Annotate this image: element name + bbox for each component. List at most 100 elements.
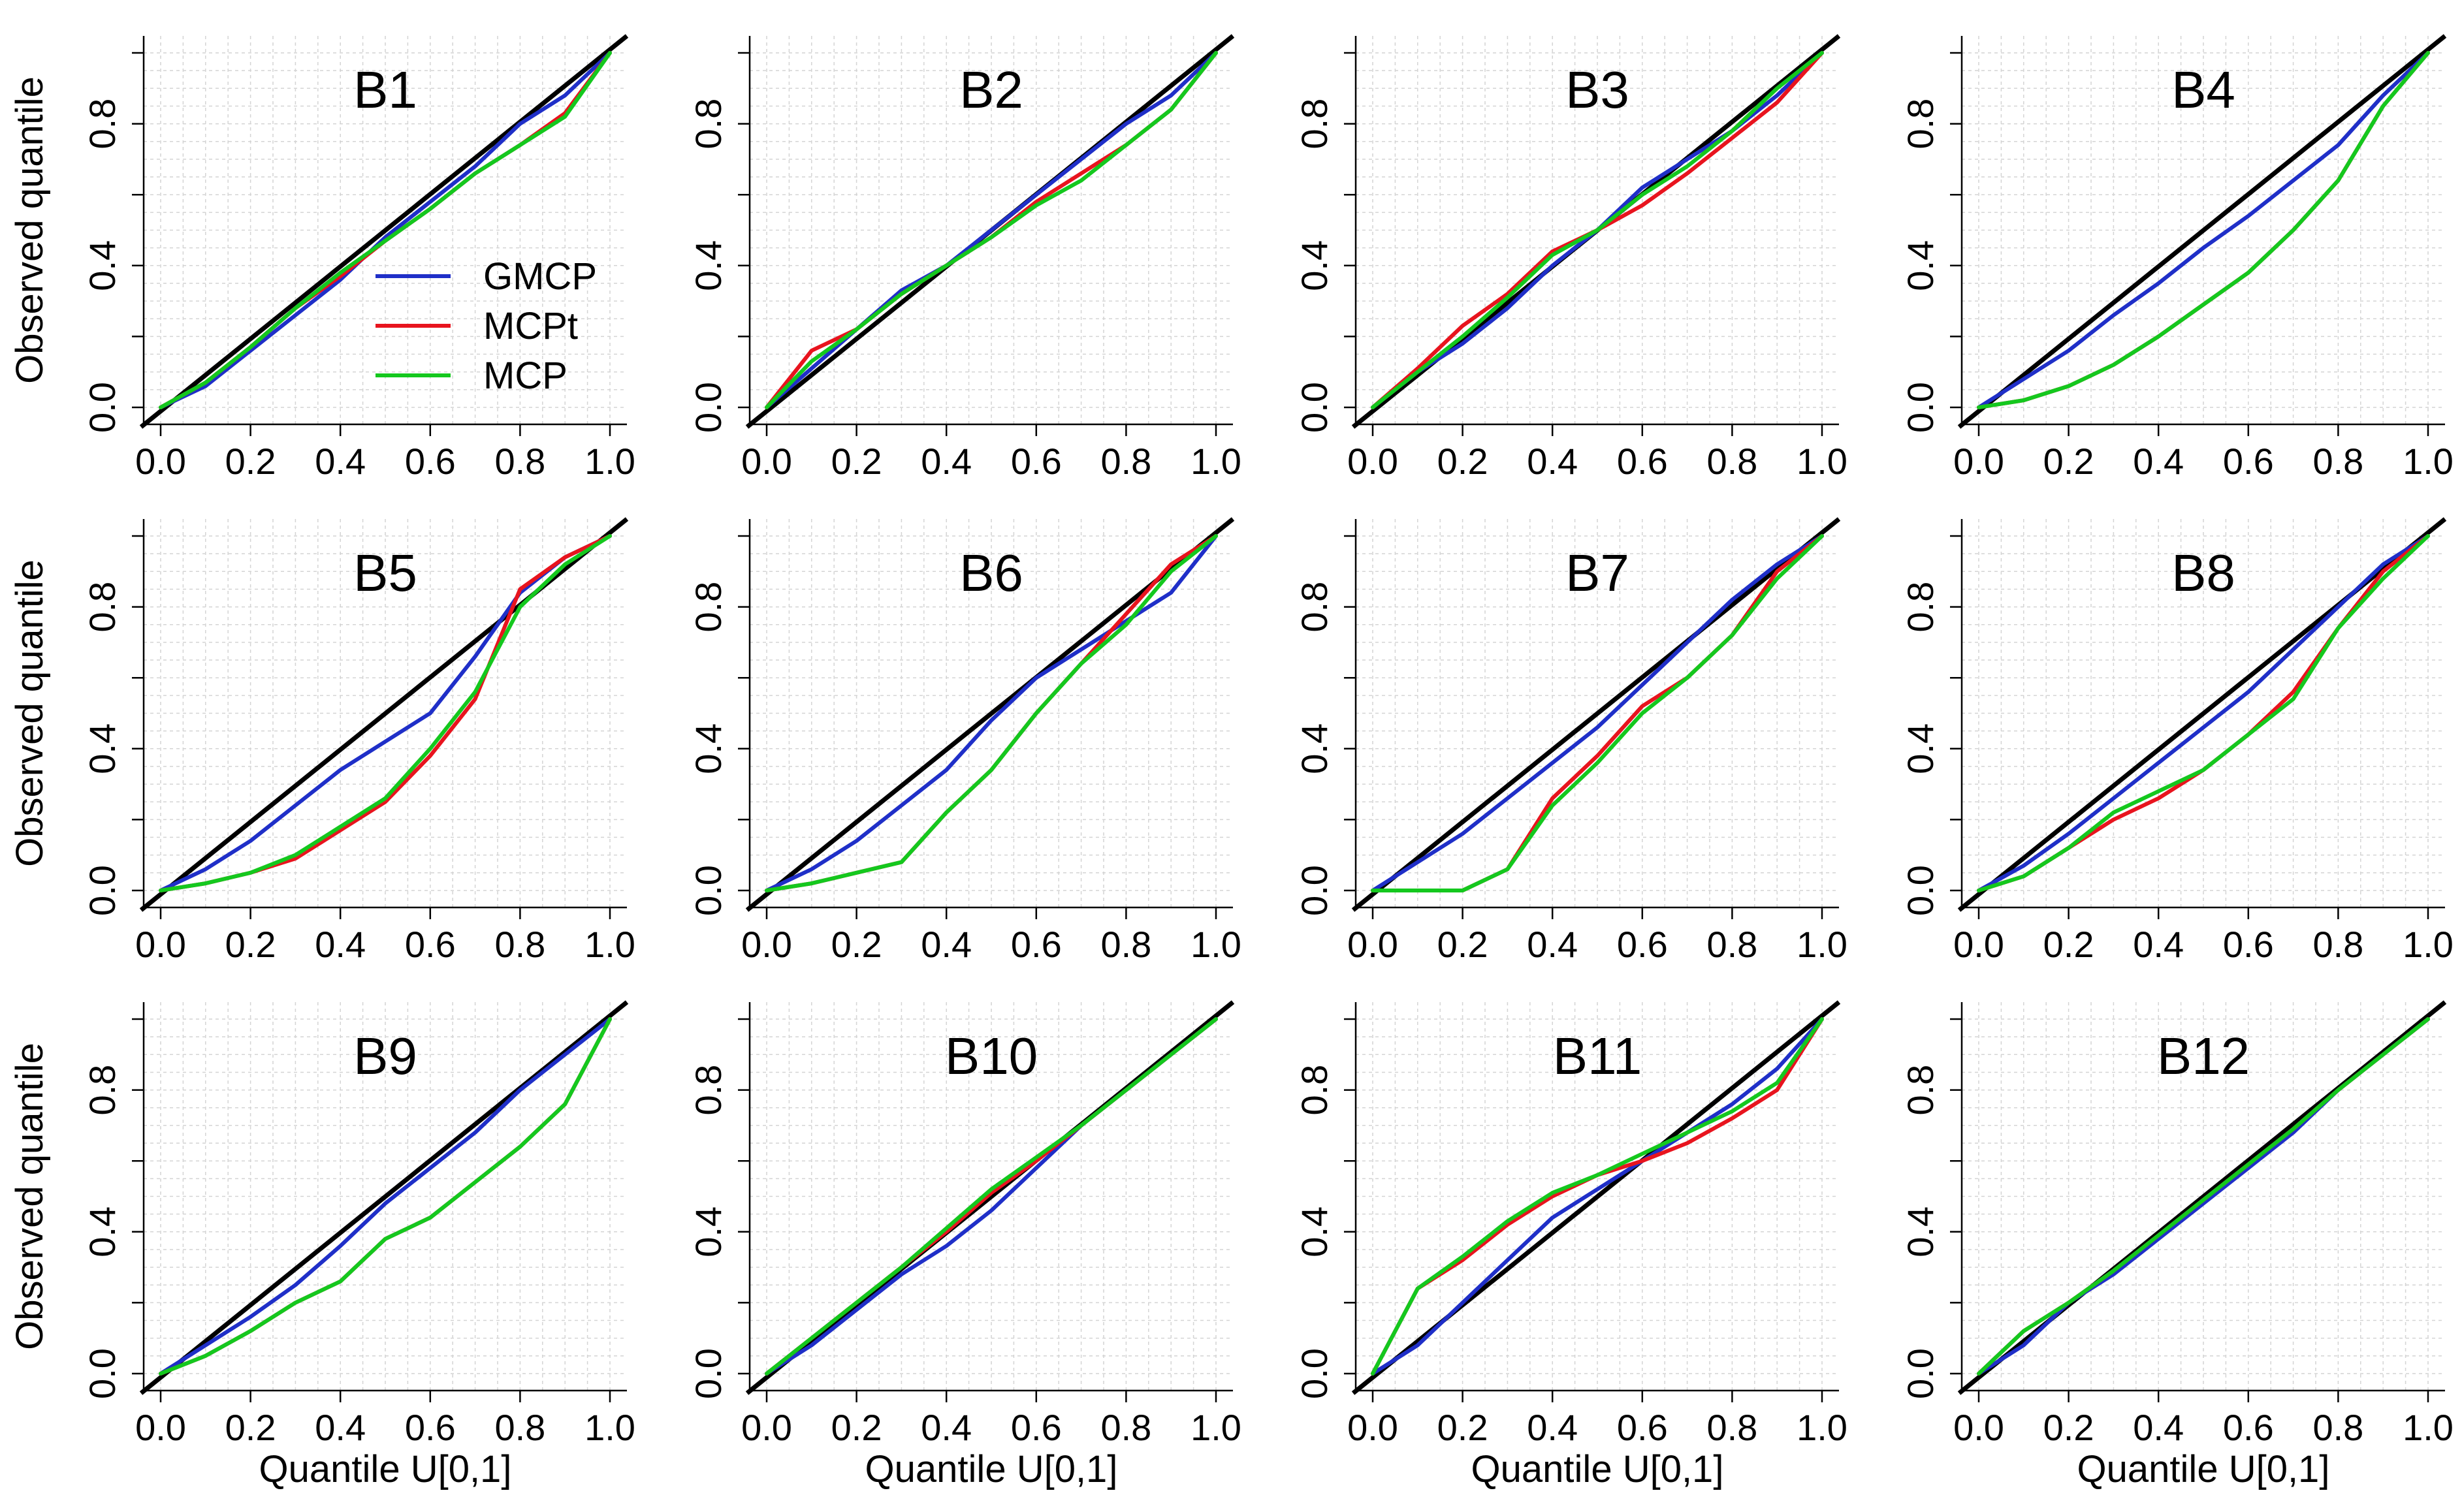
- series-line-mcp: [765, 534, 1218, 892]
- panel-title: B11: [1553, 1027, 1642, 1085]
- y-tick-label: 0.8: [688, 1065, 729, 1116]
- series-line-mcp: [1371, 1017, 1824, 1376]
- x-tick-label: 0.0: [1953, 441, 2004, 482]
- panel-title: B9: [353, 1027, 417, 1085]
- panel-b12: 0.0 0.2 0.4 0.6 0.8 1.0 0.0 0.4 0.8 B12 Quantile U…: [1900, 1000, 2454, 1490]
- y-tick-label: 0.4: [1900, 1206, 1941, 1257]
- panel-b10: 0.0 0.2 0.4 0.6 0.8 1.0 0.0 0.4 0.8 B10 Quantile U…: [688, 1000, 1241, 1490]
- y-tick-label: 0.0: [1294, 1348, 1335, 1399]
- x-tick-label: 1.0: [1797, 441, 1847, 482]
- panel-title: B10: [945, 1027, 1038, 1085]
- y-tick-label: 0.8: [82, 1065, 123, 1116]
- y-axis-title: Observed quantile: [8, 1043, 51, 1350]
- y-tick-label: 0.8: [688, 99, 729, 150]
- panel-title: B8: [2171, 544, 2235, 602]
- x-tick-label: 0.0: [1347, 441, 1398, 482]
- x-tick-label: 1.0: [2403, 441, 2454, 482]
- x-tick-label: 0.6: [405, 924, 456, 965]
- panel-b1: 0.0 0.2 0.4 0.6 0.8 1.0 0.0 0.4 0.8 B1 Observed qu…: [8, 34, 635, 482]
- series-line-gmcp: [159, 1017, 612, 1376]
- x-axis-title: Quantile U[0,1]: [2077, 1448, 2330, 1490]
- y-tick-label: 0.4: [688, 723, 729, 774]
- panel-b9: 0.0 0.2 0.4 0.6 0.8 1.0 0.0 0.4 0.8 B9 Observed qu…: [8, 1000, 635, 1490]
- x-tick-label: 0.2: [1437, 441, 1488, 482]
- x-tick-label: 0.6: [2223, 441, 2274, 482]
- x-tick-label: 0.2: [2043, 1407, 2094, 1448]
- reference-line: [1957, 34, 2447, 429]
- panel-b11: 0.0 0.2 0.4 0.6 0.8 1.0 0.0 0.4 0.8 B11 Quantile U…: [1294, 1000, 1847, 1490]
- y-tick-label: 0.4: [688, 1206, 729, 1257]
- x-tick-label: 0.6: [405, 1407, 456, 1448]
- x-tick-label: 0.4: [2133, 1407, 2184, 1448]
- x-tick-label: 0.0: [1953, 1407, 2004, 1448]
- series-line-mcp: [765, 1017, 1218, 1376]
- panel-title: B1: [353, 61, 417, 119]
- panel-b5: 0.0 0.2 0.4 0.6 0.8 1.0 0.0 0.4 0.8 B5 Observed qu…: [8, 517, 635, 965]
- x-tick-label: 1.0: [584, 441, 635, 482]
- panel-b4: 0.0 0.2 0.4 0.6 0.8 1.0 0.0 0.4 0.8 B4: [1900, 34, 2454, 482]
- y-tick-label: 0.8: [688, 582, 729, 633]
- y-tick-label: 0.4: [1294, 1206, 1335, 1257]
- x-tick-label: 0.4: [921, 1407, 972, 1448]
- panel-title: B4: [2171, 61, 2235, 119]
- y-tick-label: 0.4: [82, 240, 123, 291]
- x-tick-label: 1.0: [1191, 441, 1241, 482]
- y-tick-label: 0.4: [1900, 723, 1941, 774]
- x-tick-label: 1.0: [2403, 1407, 2454, 1448]
- x-tick-label: 1.0: [584, 1407, 635, 1448]
- x-tick-label: 0.6: [405, 441, 456, 482]
- figure-root: 0.0 0.2 0.4 0.6 0.8 1.0 0.0 0.4 0.8 B1 Observed qu…: [8, 34, 2454, 1490]
- x-axis-title: Quantile U[0,1]: [865, 1448, 1118, 1490]
- x-tick-label: 0.8: [494, 1407, 545, 1448]
- x-tick-label: 0.4: [1527, 1407, 1578, 1448]
- series-line-mcp: [159, 534, 612, 892]
- x-tick-label: 0.8: [1100, 441, 1151, 482]
- panel-title: B3: [1565, 61, 1629, 119]
- x-tick-label: 0.2: [2043, 924, 2094, 965]
- x-tick-label: 0.2: [225, 441, 276, 482]
- legend: GMCP MCPt MCP: [376, 255, 597, 397]
- x-tick-label: 0.4: [2133, 441, 2184, 482]
- panel-b6: 0.0 0.2 0.4 0.6 0.8 1.0 0.0 0.4 0.8 B6: [688, 517, 1241, 965]
- y-tick-label: 0.0: [1294, 382, 1335, 433]
- x-tick-label: 0.2: [2043, 441, 2094, 482]
- x-tick-label: 0.6: [2223, 1407, 2274, 1448]
- x-tick-label: 0.0: [741, 441, 792, 482]
- y-axis-title: Observed quantile: [8, 559, 51, 867]
- reference-line: [1351, 517, 1841, 912]
- series-line-mcp: [1977, 51, 2430, 409]
- x-tick-label: 0.0: [135, 441, 186, 482]
- x-tick-label: 0.2: [1437, 1407, 1488, 1448]
- x-tick-label: 0.6: [2223, 924, 2274, 965]
- x-tick-label: 0.2: [831, 1407, 882, 1448]
- x-tick-label: 0.8: [1706, 441, 1757, 482]
- panel-b7: 0.0 0.2 0.4 0.6 0.8 1.0 0.0 0.4 0.8 B7: [1294, 517, 1847, 965]
- series-line-mcp: [1371, 534, 1824, 892]
- panel-b3: 0.0 0.2 0.4 0.6 0.8 1.0 0.0 0.4 0.8 B3: [1294, 34, 1847, 482]
- panel-b8: 0.0 0.2 0.4 0.6 0.8 1.0 0.0 0.4 0.8 B8: [1900, 517, 2454, 965]
- x-tick-label: 0.6: [1617, 441, 1668, 482]
- x-tick-label: 0.4: [1527, 441, 1578, 482]
- y-axis-title: Observed quantile: [8, 76, 51, 384]
- x-tick-label: 0.4: [315, 441, 366, 482]
- x-tick-label: 0.0: [1953, 924, 2004, 965]
- legend-label: GMCP: [483, 255, 597, 298]
- series-line-mcp: [159, 51, 612, 409]
- x-tick-label: 0.0: [741, 924, 792, 965]
- series-line-mcp: [1371, 51, 1824, 409]
- panel-title: B12: [2157, 1027, 2250, 1085]
- x-tick-label: 1.0: [1797, 924, 1847, 965]
- x-tick-label: 0.8: [1706, 924, 1757, 965]
- y-tick-label: 0.4: [82, 723, 123, 774]
- y-tick-label: 0.0: [82, 1348, 123, 1399]
- x-tick-label: 0.4: [1527, 924, 1578, 965]
- series-line-gmcp: [1371, 534, 1824, 892]
- x-tick-label: 0.0: [1347, 924, 1398, 965]
- panel-title: B5: [353, 544, 417, 602]
- x-tick-label: 0.4: [921, 441, 972, 482]
- x-tick-label: 0.8: [2312, 1407, 2363, 1448]
- series-line-mcp: [159, 1017, 612, 1376]
- x-tick-label: 0.8: [1100, 1407, 1151, 1448]
- x-tick-label: 0.8: [2312, 924, 2363, 965]
- series-line-mcp: [1977, 1017, 2430, 1376]
